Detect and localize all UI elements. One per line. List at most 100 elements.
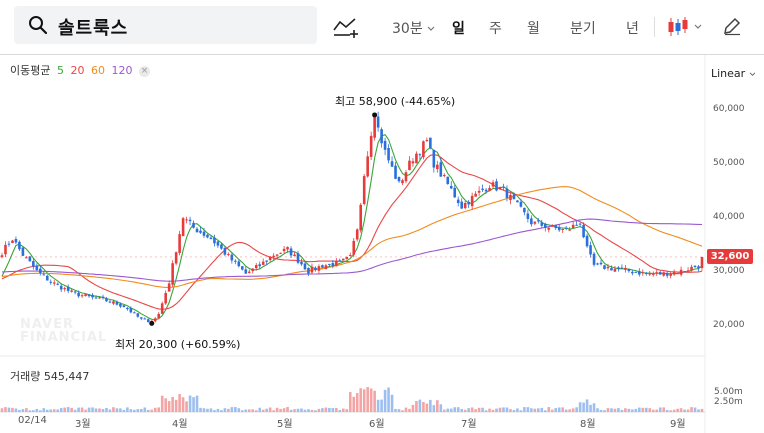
volume-bar: [209, 408, 213, 412]
candle: [582, 224, 585, 238]
candle: [568, 229, 571, 231]
candle: [422, 141, 425, 158]
candle: [261, 261, 265, 265]
y-tick-label: 20,000: [713, 320, 745, 330]
candle: [174, 252, 178, 264]
volume-bar: [644, 407, 648, 412]
volume-bar: [115, 408, 119, 412]
candle: [355, 229, 359, 240]
volume-bar: [261, 409, 265, 412]
volume-bar: [620, 409, 624, 412]
volume-bar: [676, 408, 679, 412]
candle: [669, 273, 672, 276]
volume-bar: [94, 408, 98, 412]
candle: [220, 244, 223, 249]
candle: [439, 162, 443, 177]
volume-bar: [418, 399, 422, 412]
candle: [415, 153, 418, 164]
candle: [122, 305, 126, 307]
volume-bar: [543, 410, 547, 412]
ma-legend-5: 5: [56, 64, 64, 77]
volume-bar: [603, 410, 606, 412]
y-tick-label: 50,000: [713, 158, 745, 168]
candle: [369, 135, 373, 157]
volume-bar: [537, 408, 540, 412]
candle: [167, 283, 171, 292]
ma-line-120: [1, 218, 703, 282]
tab-day[interactable]: 일: [452, 21, 465, 37]
chart-type-dropdown[interactable]: [667, 16, 702, 42]
volume-bar: [530, 408, 533, 412]
volume-bar: [286, 406, 289, 412]
candle: [651, 273, 655, 275]
candle: [638, 271, 641, 275]
volume-bar: [317, 408, 321, 412]
scale-toggle[interactable]: Linear: [711, 67, 756, 80]
candle: [171, 263, 174, 285]
ma-line-60: [1, 186, 703, 288]
candle: [143, 318, 147, 320]
tab-year[interactable]: 년: [626, 21, 639, 37]
candle: [73, 291, 77, 293]
volume-bar: [77, 407, 80, 412]
volume-bar: [439, 404, 443, 412]
candle: [265, 260, 268, 262]
volume-bar: [178, 394, 181, 412]
volume-bar: [185, 401, 188, 412]
volume-bar: [300, 408, 303, 412]
volume-bar: [436, 400, 439, 412]
candle: [192, 222, 195, 228]
candle: [387, 148, 390, 161]
volume-bar: [164, 398, 167, 412]
volume-bar: [401, 410, 404, 412]
candle: [547, 227, 551, 230]
volume-bar: [4, 407, 7, 412]
volume-bar: [63, 407, 66, 412]
volume-bar: [42, 408, 46, 412]
volume-bar: [460, 409, 464, 412]
volume-bar: [18, 409, 21, 412]
volume-bar: [498, 407, 502, 412]
volume-bar: [206, 408, 209, 412]
candle: [164, 292, 167, 304]
volume-bar: [7, 407, 11, 412]
candle: [453, 187, 457, 198]
candle: [376, 116, 380, 128]
candle: [676, 273, 679, 275]
volume-bar: [119, 408, 122, 412]
volume-bar: [14, 408, 18, 412]
candle: [307, 267, 310, 274]
candle: [436, 164, 439, 170]
toolbar-divider: [654, 17, 655, 37]
volume-bar: [617, 408, 620, 412]
tab-month[interactable]: 월: [527, 21, 540, 37]
volume-bar: [690, 407, 693, 412]
volume-bar: [359, 388, 363, 412]
volume-bar: [160, 395, 164, 412]
pencil-icon[interactable]: [722, 16, 742, 36]
volume-bar: [578, 402, 582, 412]
volume-bar: [683, 409, 686, 412]
volume-legend: 거래량 545,447: [10, 370, 90, 383]
candle: [272, 255, 275, 258]
draw-trendline-icon[interactable]: [333, 16, 359, 38]
candle: [157, 313, 161, 319]
candle: [373, 117, 376, 138]
interval-dropdown[interactable]: 30분: [392, 18, 435, 38]
candle: [505, 188, 509, 198]
close-icon[interactable]: ×: [138, 65, 150, 77]
volume-bar: [73, 409, 77, 412]
volume-bar: [289, 409, 293, 412]
volume-bar: [380, 399, 383, 412]
stock-search-box[interactable]: 솔트룩스: [14, 6, 317, 44]
tab-quarter[interactable]: 분기: [570, 21, 596, 37]
candle: [230, 254, 234, 261]
volume-bar: [352, 396, 356, 412]
volume-bar: [425, 403, 429, 412]
volume-bar: [610, 408, 613, 412]
volume-bar: [411, 404, 415, 412]
volume-bar: [188, 395, 192, 412]
candle: [178, 234, 181, 253]
tab-week[interactable]: 주: [489, 21, 502, 37]
